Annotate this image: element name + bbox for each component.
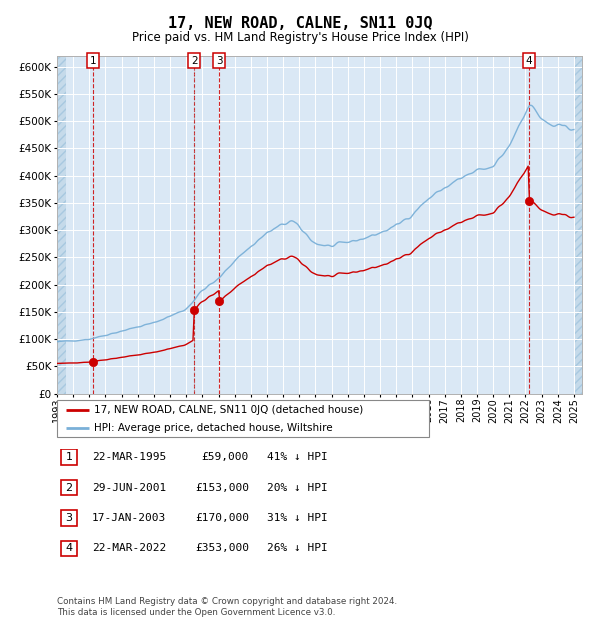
Text: £59,000: £59,000 — [202, 452, 249, 463]
Text: 26% ↓ HPI: 26% ↓ HPI — [267, 543, 328, 554]
Text: Contains HM Land Registry data © Crown copyright and database right 2024.
This d: Contains HM Land Registry data © Crown c… — [57, 598, 397, 617]
Text: £170,000: £170,000 — [195, 513, 249, 523]
Text: 20% ↓ HPI: 20% ↓ HPI — [267, 482, 328, 493]
Text: 22-MAR-1995: 22-MAR-1995 — [92, 452, 166, 463]
Text: 29-JUN-2001: 29-JUN-2001 — [92, 482, 166, 493]
Text: 2: 2 — [65, 482, 73, 493]
Text: 41% ↓ HPI: 41% ↓ HPI — [267, 452, 328, 463]
Text: 17-JAN-2003: 17-JAN-2003 — [92, 513, 166, 523]
Text: HPI: Average price, detached house, Wiltshire: HPI: Average price, detached house, Wilt… — [94, 423, 333, 433]
FancyBboxPatch shape — [57, 400, 429, 437]
Bar — [57, 56, 66, 394]
Text: 31% ↓ HPI: 31% ↓ HPI — [267, 513, 328, 523]
Bar — [574, 56, 582, 394]
Text: 3: 3 — [65, 513, 73, 523]
Text: 4: 4 — [65, 543, 73, 554]
Bar — [574, 56, 582, 394]
Bar — [57, 56, 66, 394]
Text: 2: 2 — [191, 56, 197, 66]
Text: 3: 3 — [216, 56, 223, 66]
Text: 1: 1 — [89, 56, 96, 66]
Text: 17, NEW ROAD, CALNE, SN11 0JQ (detached house): 17, NEW ROAD, CALNE, SN11 0JQ (detached … — [94, 405, 364, 415]
Text: 17, NEW ROAD, CALNE, SN11 0JQ: 17, NEW ROAD, CALNE, SN11 0JQ — [167, 16, 433, 31]
Text: £353,000: £353,000 — [195, 543, 249, 554]
Text: £153,000: £153,000 — [195, 482, 249, 493]
Text: 22-MAR-2022: 22-MAR-2022 — [92, 543, 166, 554]
Text: Price paid vs. HM Land Registry's House Price Index (HPI): Price paid vs. HM Land Registry's House … — [131, 31, 469, 43]
Text: 1: 1 — [65, 452, 73, 463]
Text: 4: 4 — [526, 56, 532, 66]
